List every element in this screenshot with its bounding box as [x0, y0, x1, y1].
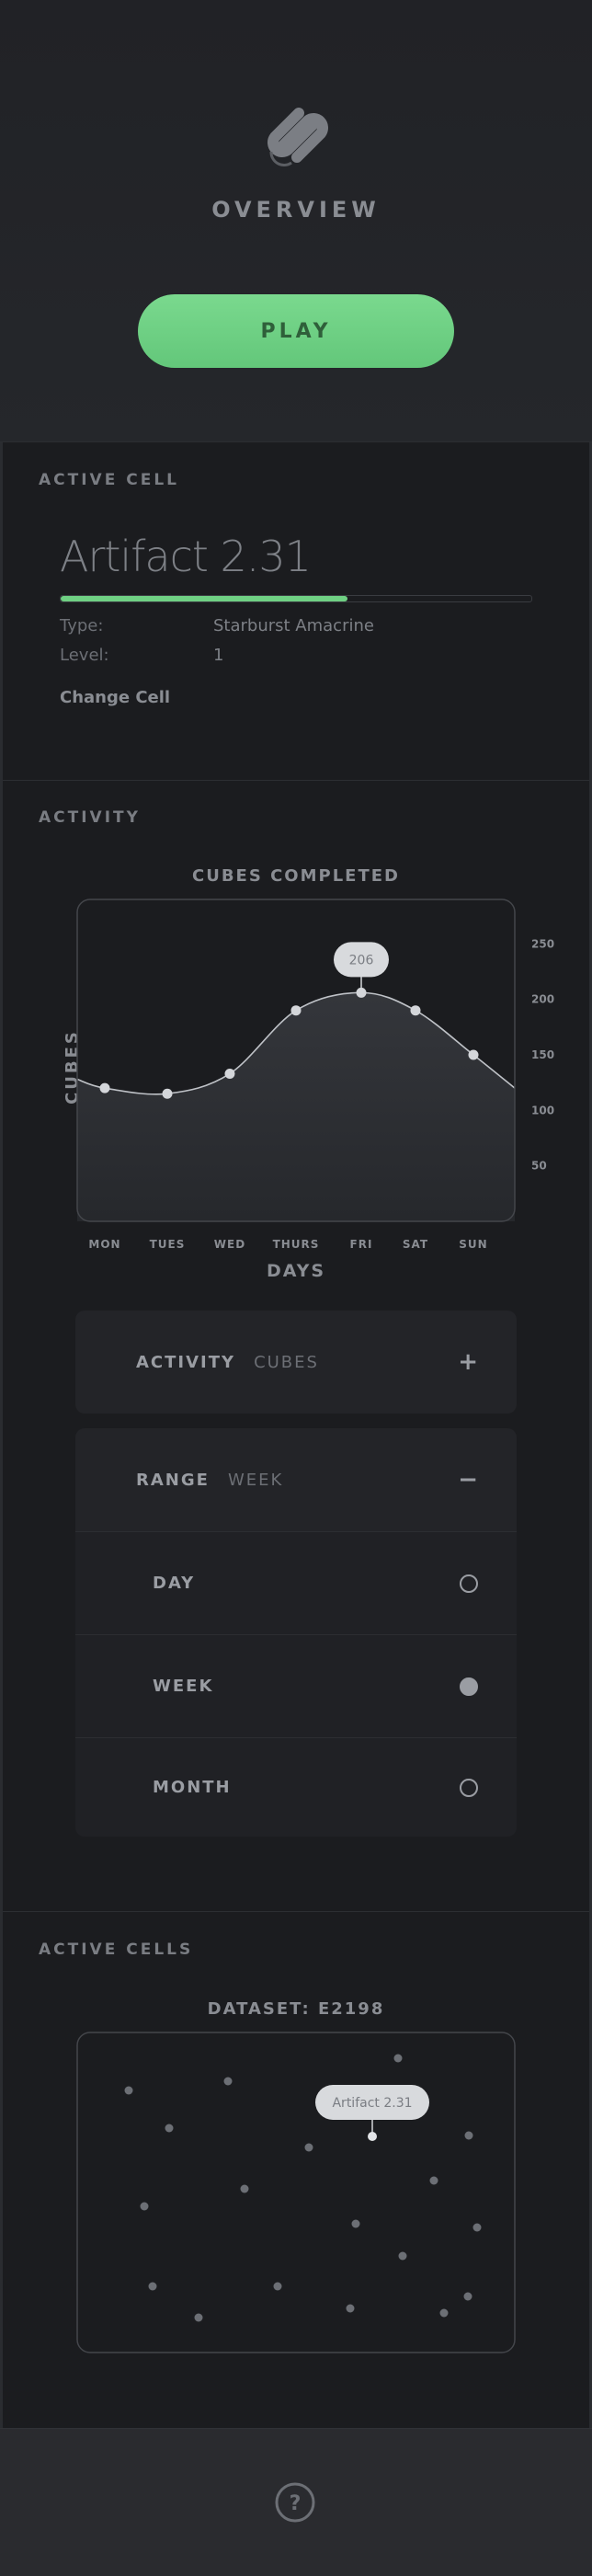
type-label: Type:	[60, 616, 104, 635]
data-point-fri	[356, 987, 367, 998]
x-tick-label: SAT	[403, 1238, 428, 1251]
x-tick-label: THURS	[273, 1238, 320, 1251]
cell-point[interactable]	[140, 2202, 149, 2211]
highlight-tooltip-text: 206	[349, 953, 374, 967]
cell-point[interactable]	[223, 2077, 233, 2086]
activity-selector-panel[interactable]: ACTIVITY CUBES +	[75, 1311, 517, 1414]
cell-progress-bar	[60, 595, 532, 602]
range-selector-row[interactable]: RANGE WEEK −	[75, 1428, 517, 1531]
collapse-minus-icon[interactable]: −	[458, 1466, 478, 1494]
cell-point[interactable]	[464, 2131, 473, 2140]
cell-point[interactable]	[346, 2304, 355, 2313]
selected-cell-point[interactable]	[368, 2132, 377, 2141]
active-cells-section-label: ACTIVE CELLS	[39, 1941, 194, 1959]
x-tick-label: FRI	[350, 1238, 373, 1251]
cell-progress-fill	[61, 596, 348, 601]
radio-empty-icon[interactable]	[460, 1574, 478, 1593]
cell-point[interactable]	[273, 2282, 282, 2291]
radio-filled-icon[interactable]	[460, 1677, 478, 1696]
cell-point[interactable]	[240, 2184, 249, 2193]
cell-point[interactable]	[148, 2282, 157, 2291]
range-selector-panel[interactable]: RANGE WEEK − DAY WEEK MONTH	[75, 1428, 517, 1837]
activity-selector-row[interactable]: ACTIVITY CUBES +	[75, 1311, 517, 1414]
y-tick-label: 150	[531, 1048, 554, 1061]
cell-point[interactable]	[463, 2292, 472, 2301]
footer-bar	[0, 2428, 592, 2576]
active-cells-scatter: Artifact 2.31	[76, 2032, 516, 2353]
range-row-value: WEEK	[227, 1470, 284, 1490]
data-point-wed	[224, 1068, 235, 1079]
cell-point[interactable]	[393, 2054, 403, 2063]
x-tick-label: SUN	[459, 1238, 487, 1251]
section-divider	[3, 1911, 589, 1912]
y-tick-label: 200	[531, 993, 554, 1006]
activity-row-value: CUBES	[254, 1352, 319, 1372]
data-point-mon	[99, 1082, 110, 1093]
chart-frame	[76, 899, 516, 1222]
svg-text:?: ?	[290, 2492, 302, 2515]
scatter-frame	[76, 2032, 516, 2353]
x-axis-label: DAYS	[266, 1261, 326, 1281]
y-tick-label: 50	[531, 1160, 547, 1173]
x-tick-label: WED	[214, 1238, 245, 1251]
expand-plus-icon[interactable]: +	[458, 1348, 478, 1376]
change-cell-link[interactable]: Change Cell	[60, 688, 171, 707]
cell-point[interactable]	[398, 2251, 407, 2261]
range-option-month[interactable]: MONTH	[75, 1737, 517, 1837]
chain-logo-icon	[268, 108, 328, 166]
x-tick-label: MON	[88, 1238, 120, 1251]
cell-point[interactable]	[165, 2124, 174, 2133]
range-option-label: DAY	[153, 1574, 196, 1593]
dataset-title: DATASET: E2198	[207, 1999, 385, 2019]
x-tick-label: TUES	[150, 1238, 186, 1251]
type-value: Starburst Amacrine	[213, 616, 374, 635]
overview-header: OVERVIEW PLAY	[0, 0, 592, 442]
radio-empty-icon[interactable]	[460, 1778, 478, 1797]
cell-point[interactable]	[351, 2219, 360, 2228]
range-option-day[interactable]: DAY	[75, 1531, 517, 1634]
play-button[interactable]: PLAY	[138, 294, 454, 368]
y-tick-label: 100	[531, 1104, 554, 1116]
range-option-week[interactable]: WEEK	[75, 1634, 517, 1737]
cell-point[interactable]	[472, 2223, 482, 2232]
cubes-chart: 206 MON TUES WED THURS FRI SAT SUN 50 100 150 200 25…	[76, 899, 554, 1251]
cell-point[interactable]	[304, 2143, 313, 2152]
data-point-tues	[162, 1088, 173, 1099]
level-label: Level:	[60, 646, 109, 665]
chart-title: CUBES COMPLETED	[192, 866, 400, 886]
range-row-title: RANGE	[136, 1470, 210, 1490]
activity-section-label: ACTIVITY	[39, 808, 141, 827]
cell-point[interactable]	[124, 2086, 133, 2095]
cell-point[interactable]	[194, 2313, 203, 2322]
active-cell-name: Artifact 2.31	[60, 532, 312, 581]
active-cell-section-label: ACTIVE CELL	[39, 471, 179, 489]
page-title: OVERVIEW	[211, 197, 381, 223]
range-option-label: WEEK	[153, 1677, 214, 1696]
cell-point[interactable]	[429, 2176, 438, 2185]
cell-tooltip	[315, 2085, 429, 2120]
activity-row-title: ACTIVITY	[136, 1352, 236, 1372]
data-point-sun	[468, 1049, 479, 1060]
range-option-label: MONTH	[153, 1778, 232, 1797]
y-tick-label: 250	[531, 937, 554, 950]
data-point-sat	[410, 1005, 421, 1016]
level-value: 1	[213, 646, 224, 665]
cell-tooltip-text: Artifact 2.31	[332, 2096, 412, 2111]
highlight-tooltip	[334, 942, 389, 978]
section-divider	[3, 780, 589, 781]
cell-point[interactable]	[439, 2308, 449, 2318]
data-point-thurs	[290, 1005, 302, 1016]
question-circle-icon[interactable]: ?	[274, 2481, 316, 2524]
chart-area	[77, 992, 515, 1221]
